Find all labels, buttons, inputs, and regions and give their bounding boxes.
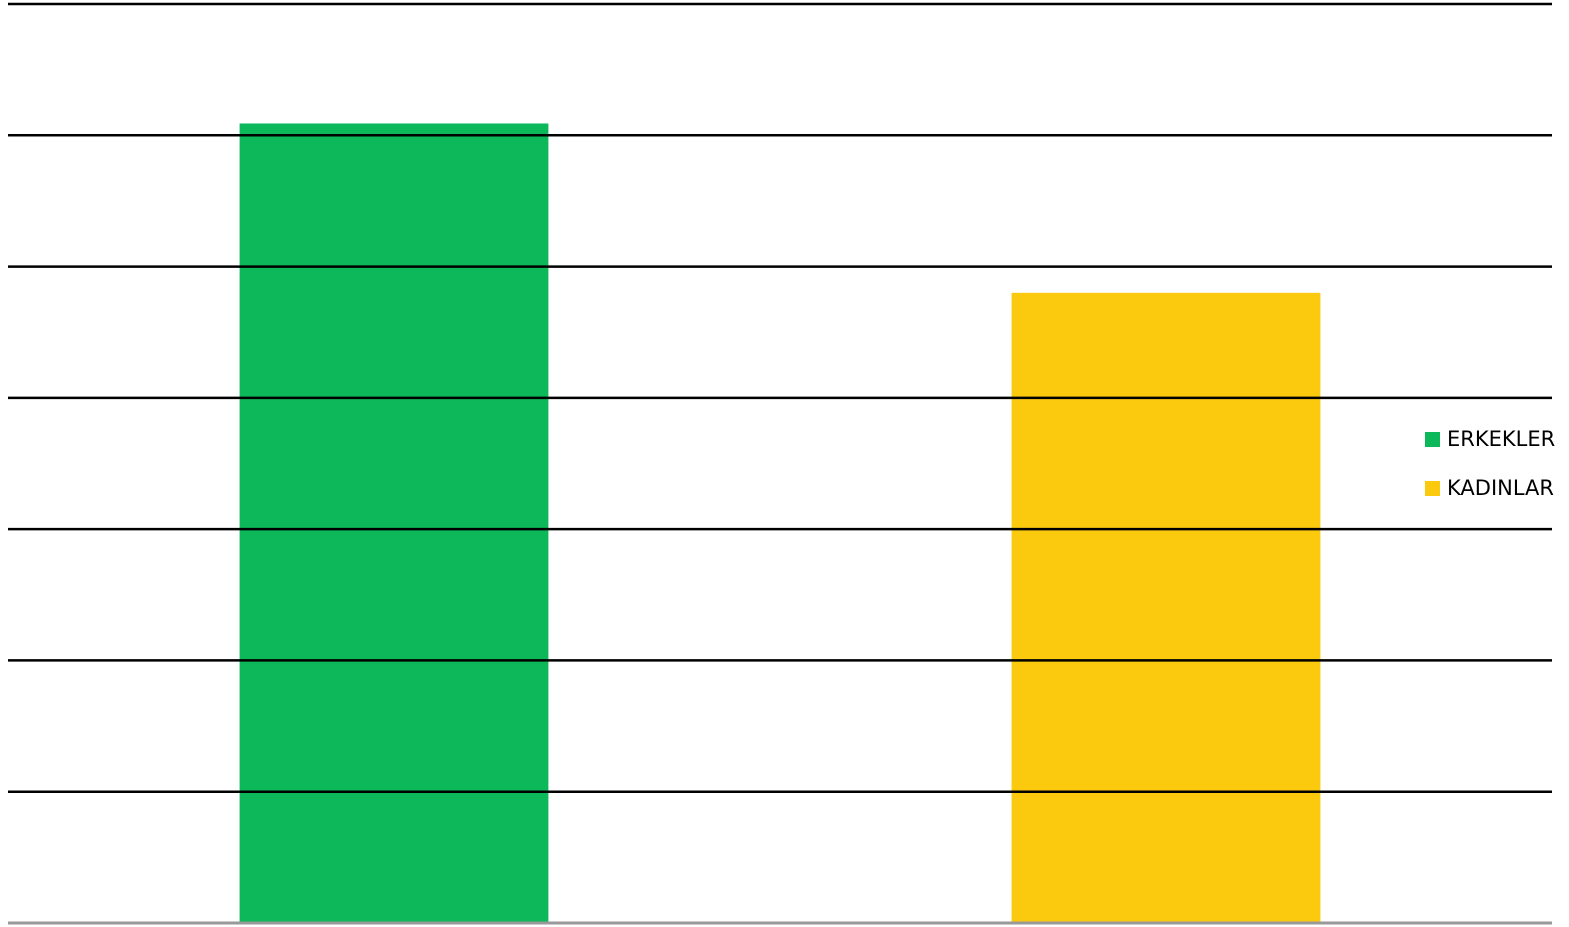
legend-label: ERKEKLER (1447, 427, 1555, 451)
legend-swatch (1425, 432, 1440, 447)
bar (239, 123, 549, 924)
legend-swatch (1425, 481, 1440, 496)
legend-label: KADINLAR (1447, 476, 1554, 500)
bar (1011, 292, 1321, 923)
